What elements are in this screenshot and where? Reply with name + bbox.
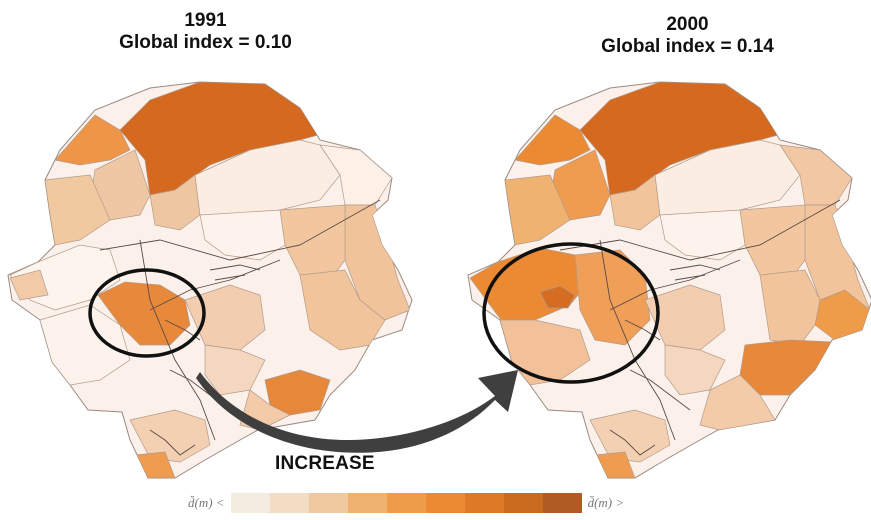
increase-arrow xyxy=(196,370,518,453)
global-index-label: Global index = 0.10 xyxy=(119,32,292,53)
legend-swatches xyxy=(230,493,582,513)
legend-swatch xyxy=(386,493,426,513)
map-2000 xyxy=(467,81,871,479)
district xyxy=(659,209,746,261)
legend-swatch xyxy=(347,493,387,513)
district xyxy=(44,174,111,246)
panel-2000-title: 2000 Global index = 0.14 xyxy=(580,14,795,58)
legend-swatch xyxy=(230,493,270,513)
color-legend: d̆(m) < d̆(m) > xyxy=(188,492,624,514)
legend-swatch xyxy=(542,493,582,513)
district xyxy=(9,269,49,301)
district-circled xyxy=(97,281,191,346)
legend-high-label: d̆(m) > xyxy=(587,495,625,510)
district xyxy=(574,249,651,346)
legend-swatch xyxy=(464,493,504,513)
highlight-circle-1991 xyxy=(88,268,206,358)
district xyxy=(504,174,571,246)
year-label: 2000 xyxy=(666,14,709,35)
district-northwest xyxy=(514,114,591,166)
road-network xyxy=(99,199,381,456)
highlight-circle-2000 xyxy=(482,242,660,384)
district-southeast xyxy=(739,339,833,396)
district xyxy=(299,269,386,351)
legend-swatch xyxy=(503,493,543,513)
district xyxy=(699,374,776,431)
district xyxy=(759,269,821,346)
district-circled-core xyxy=(539,285,576,309)
legend-low-label: d̆(m) < xyxy=(188,495,225,510)
district-northwest xyxy=(54,114,131,166)
increase-label: INCREASE xyxy=(275,453,375,474)
legend-swatch xyxy=(269,493,309,513)
panel-1991-title: 1991 Global index = 0.10 xyxy=(98,10,313,54)
map-1991 xyxy=(7,81,413,479)
district xyxy=(199,209,286,261)
legend-swatch xyxy=(308,493,348,513)
year-label: 1991 xyxy=(184,10,227,31)
global-index-label: Global index = 0.14 xyxy=(601,36,774,57)
legend-swatch xyxy=(425,493,465,513)
